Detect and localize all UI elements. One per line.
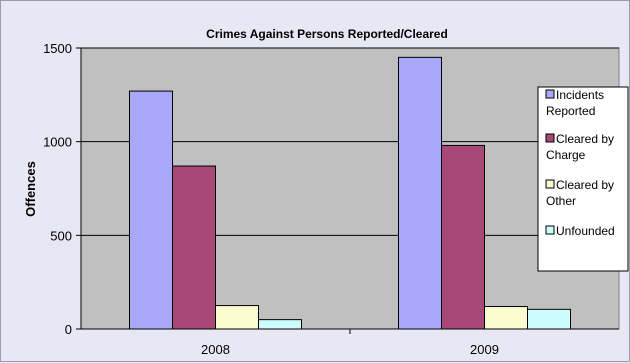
y-tick-label: 0 bbox=[65, 322, 72, 337]
legend-box bbox=[537, 86, 629, 272]
axes: 0 500 1000 1500 2008 2009 bbox=[43, 41, 619, 357]
bar bbox=[398, 56, 442, 330]
bar bbox=[258, 319, 302, 330]
bar bbox=[484, 306, 528, 330]
y-axis-title: Offences bbox=[23, 161, 38, 217]
bar bbox=[527, 308, 571, 330]
legend-swatch bbox=[545, 225, 555, 235]
legend-label: Incidents Reported bbox=[546, 88, 604, 118]
bar bbox=[129, 90, 173, 330]
x-tick-label: 2008 bbox=[201, 342, 230, 357]
y-tick-label: 1000 bbox=[43, 135, 72, 150]
legend: Incidents Reported Cleared by Charge Cleared… bbox=[537, 86, 629, 272]
bar bbox=[172, 165, 216, 330]
legend-swatch bbox=[545, 89, 555, 99]
legend-label: Cleared by Other bbox=[546, 178, 614, 208]
x-tick-label: 2009 bbox=[470, 342, 499, 357]
legend-label: Cleared by Charge bbox=[546, 132, 614, 162]
y-tick-label: 1500 bbox=[43, 41, 72, 56]
bar bbox=[441, 144, 485, 330]
bar bbox=[215, 305, 259, 330]
y-tick-label: 500 bbox=[50, 228, 72, 243]
chart-title: Crimes Against Persons Reported/Cleared bbox=[206, 27, 448, 41]
bars bbox=[129, 56, 571, 330]
legend-label: Unfounded bbox=[556, 224, 615, 238]
legend-swatch bbox=[545, 179, 555, 189]
legend-swatch bbox=[545, 133, 555, 143]
